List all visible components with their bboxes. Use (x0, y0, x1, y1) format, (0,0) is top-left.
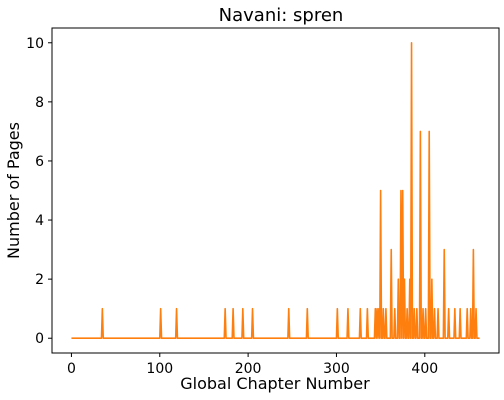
x-tick-label: 200 (235, 361, 262, 377)
axes-frame (51, 27, 500, 354)
x-tick-label: 300 (323, 361, 350, 377)
y-tick-label: 10 (26, 36, 44, 52)
y-axis-ticks: 0 2 4 6 8 10 (26, 36, 52, 347)
y-tick-label: 0 (35, 331, 44, 347)
y-tick-label: 8 (35, 95, 44, 111)
series-line (71, 41, 480, 340)
chart-title: Navani: spren (219, 5, 344, 26)
y-axis-label: Number of Pages (4, 122, 23, 259)
plot-area (71, 41, 480, 340)
x-tick-label: 400 (411, 361, 438, 377)
x-tick-label: 100 (146, 361, 173, 377)
y-tick-label: 2 (35, 272, 44, 288)
y-tick-label: 6 (35, 154, 44, 170)
x-axis-ticks: 0 100 200 300 400 (67, 353, 438, 377)
y-tick-label: 4 (35, 213, 44, 229)
x-axis-label: Global Chapter Number (180, 374, 370, 393)
x-tick-label: 0 (67, 361, 76, 377)
